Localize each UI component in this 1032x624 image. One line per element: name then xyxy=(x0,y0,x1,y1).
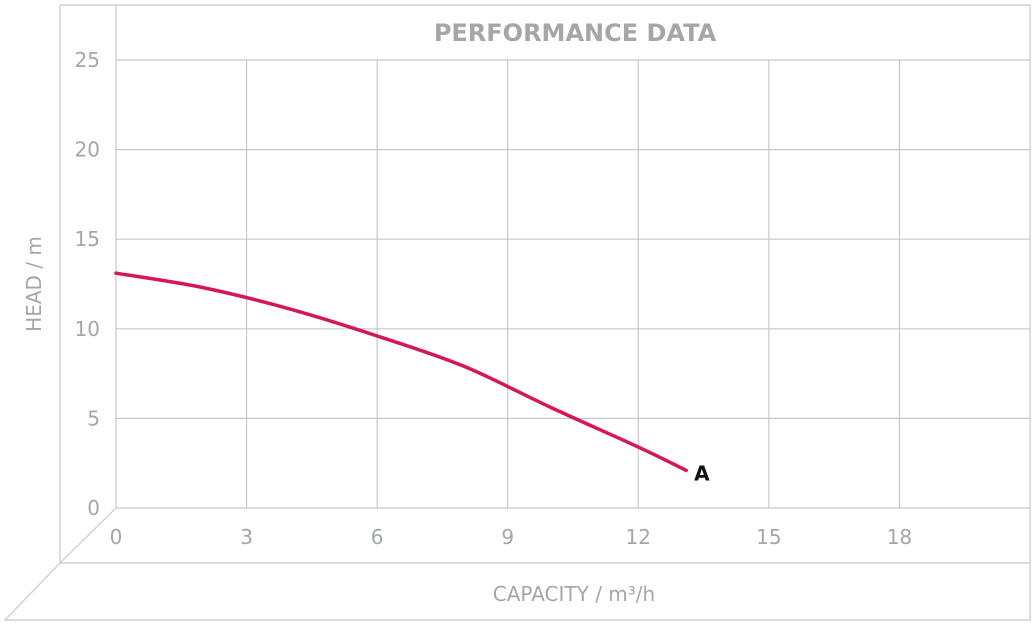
x-tick-label: 18 xyxy=(887,525,912,549)
chart-frame xyxy=(3,4,1031,621)
y-tick-label: 25 xyxy=(75,48,100,72)
y-tick-label: 20 xyxy=(75,138,100,162)
y-tick-label: 10 xyxy=(75,317,100,341)
grid xyxy=(116,59,1030,509)
floor-diagonal xyxy=(59,507,117,564)
y-tick-label: 5 xyxy=(87,406,100,430)
tick-labels: 0 5 10 15 20 25 0 3 6 9 12 15 18 xyxy=(75,48,913,549)
x-tick-label: 15 xyxy=(756,525,781,549)
y-axis-label: HEAD / m xyxy=(22,236,46,332)
series: A xyxy=(114,271,710,485)
x-tick-label: 9 xyxy=(501,525,514,549)
x-tick-label: 6 xyxy=(371,525,384,549)
y-tick-label: 15 xyxy=(75,227,100,251)
outer-frame xyxy=(3,4,1031,621)
y-tick-label: 0 xyxy=(87,496,100,520)
chart-title: PERFORMANCE DATA xyxy=(434,19,717,47)
series-label-a: A xyxy=(694,461,710,485)
x-tick-label: 12 xyxy=(626,525,651,549)
x-tick-label: 0 xyxy=(110,525,123,549)
x-axis-label: CAPACITY / m³/h xyxy=(493,582,655,606)
x-tick-label: 3 xyxy=(240,525,253,549)
series-line-a xyxy=(114,271,688,473)
